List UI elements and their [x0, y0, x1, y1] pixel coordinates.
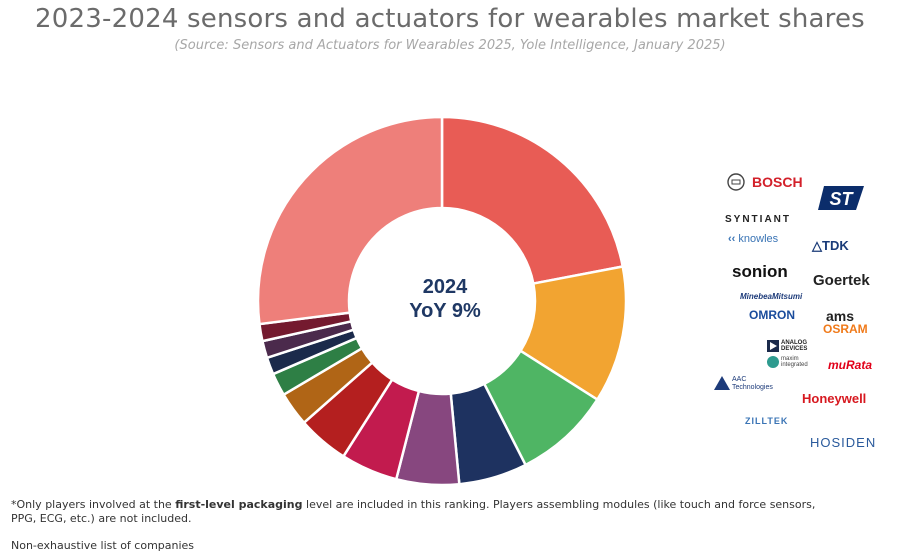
logo-ams: ams	[826, 308, 855, 324]
chart-subtitle: (Source: Sensors and Actuators for Weara…	[174, 38, 726, 53]
logo-bosch: BOSCH	[752, 174, 803, 190]
footnote-bold: first-level packaging	[175, 498, 303, 511]
footnote-prefix: *Only players involved at the	[11, 498, 176, 511]
maxim-icon	[767, 356, 779, 368]
center-label-yoy: YoY 9%	[409, 300, 481, 322]
bosch-logo-icon	[727, 173, 745, 191]
logo-minebea: MinebeaMitsumi	[740, 292, 803, 301]
logo-zilltek: ZILLTEK	[745, 416, 789, 426]
logo-knowles: knowles	[738, 233, 779, 245]
logo-tdk: TDK	[822, 238, 849, 253]
donut-slice-13	[256, 115, 444, 326]
aac-icon	[714, 376, 730, 390]
donut-slices	[256, 115, 628, 487]
logo-analog-devices: ANALOG DEVICES	[781, 340, 808, 352]
logo-knowles-wrap: ‹‹ knowles	[728, 234, 778, 245]
non-exhaustive-note: Non-exhaustive list of companies	[11, 539, 195, 552]
donut-chart: 2024 YoY 9%	[256, 115, 628, 487]
logo-murata: muRata	[828, 358, 873, 372]
logo-osram: OSRAM	[823, 322, 868, 336]
logo-tdk-wrap: △TDK	[812, 239, 849, 252]
footnote: *Only players involved at the first-leve…	[11, 498, 841, 526]
footnote-suffix: level are included in this ranking. Play…	[11, 498, 816, 525]
chart-title: 2023-2024 sensors and actuators for wear…	[35, 4, 865, 34]
center-label-year: 2024	[423, 276, 468, 298]
analog-devices-icon	[767, 340, 779, 352]
knowles-icon: ‹‹	[728, 233, 736, 245]
logo-omron: OMRON	[749, 308, 795, 322]
logo-st: ST	[829, 189, 854, 209]
logo-sonion: sonion	[732, 262, 788, 281]
logo-syntiant: SYNTIANT	[725, 214, 791, 225]
logo-aac: AAC Technologies	[732, 376, 773, 391]
logo-maxim: maxim integrated	[781, 356, 808, 368]
donut-slice-1	[440, 115, 625, 286]
st-logo-icon: ST	[818, 186, 864, 210]
tdk-icon: △	[812, 238, 822, 253]
logo-goertek: Goertek	[813, 272, 870, 289]
logo-honeywell: Honeywell	[802, 391, 867, 406]
logo-hosiden: HOSIDEN	[810, 435, 877, 450]
